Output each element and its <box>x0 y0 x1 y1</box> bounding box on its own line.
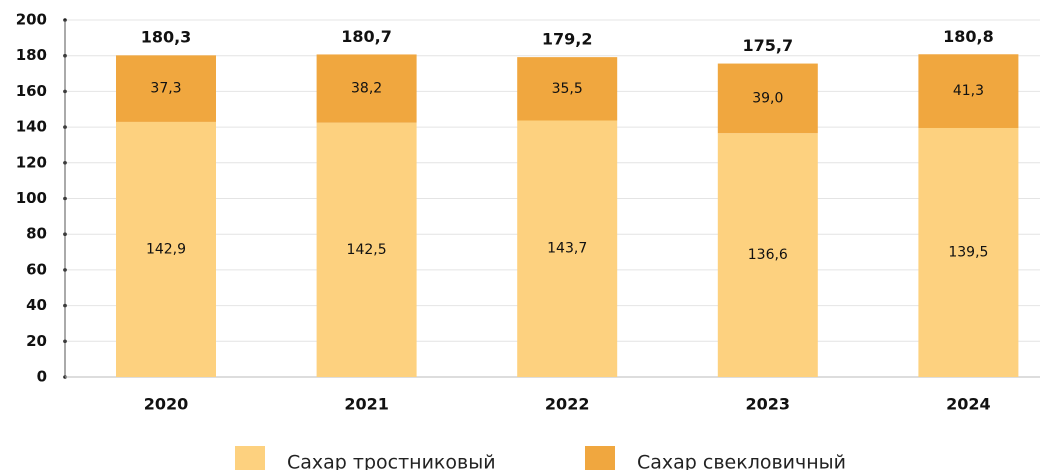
x-tick-label: 2021 <box>344 395 389 414</box>
bar-segment <box>918 127 1019 378</box>
bar-segment <box>717 63 818 134</box>
y-tick-label: 200 <box>16 11 47 29</box>
y-tick-label: 40 <box>26 296 47 314</box>
y-tick-label: 20 <box>26 332 47 350</box>
x-tick-label: 2023 <box>746 395 791 414</box>
bar-segment <box>517 120 618 378</box>
legend-swatch <box>235 446 265 470</box>
y-tick-label: 120 <box>16 153 47 171</box>
segment-label: 37,3 <box>150 81 181 97</box>
total-label: 179,2 <box>542 30 593 49</box>
total-label: 180,3 <box>141 28 192 47</box>
bar-segment <box>717 133 818 377</box>
total-label: 175,7 <box>742 36 793 55</box>
legend-label: Сахар свекловичный <box>637 452 846 470</box>
x-tick-label: 2022 <box>545 395 590 414</box>
y-tick-label: 140 <box>16 118 47 136</box>
segment-label: 142,9 <box>146 241 186 257</box>
bar-segment <box>517 57 618 121</box>
segment-label: 38,2 <box>351 81 382 97</box>
segment-label: 136,6 <box>748 247 788 263</box>
total-label: 180,8 <box>943 27 994 46</box>
segment-label: 41,3 <box>953 83 984 99</box>
legend-swatch <box>585 446 615 470</box>
bar-segment <box>316 54 417 123</box>
segment-label: 35,5 <box>552 81 583 97</box>
legend-label: Сахар тростниковый <box>287 452 496 470</box>
bar-segment <box>316 122 417 377</box>
segment-label: 142,5 <box>347 242 387 258</box>
y-tick-label: 180 <box>16 46 47 64</box>
bar-segment <box>116 121 216 378</box>
bar-segment <box>116 55 216 122</box>
x-tick-label: 2024 <box>946 395 991 414</box>
y-tick-label: 100 <box>16 189 47 207</box>
x-tick-label: 2020 <box>144 395 189 414</box>
total-label: 180,7 <box>341 27 392 46</box>
bar-segment <box>918 54 1019 128</box>
y-tick-label: 160 <box>16 82 47 100</box>
segment-label: 143,7 <box>547 241 587 257</box>
segment-label: 39,0 <box>752 90 783 106</box>
y-tick-label: 80 <box>26 225 47 243</box>
segment-label: 139,5 <box>948 244 988 260</box>
y-tick-label: 60 <box>26 260 47 278</box>
y-tick-label: 0 <box>37 368 47 386</box>
